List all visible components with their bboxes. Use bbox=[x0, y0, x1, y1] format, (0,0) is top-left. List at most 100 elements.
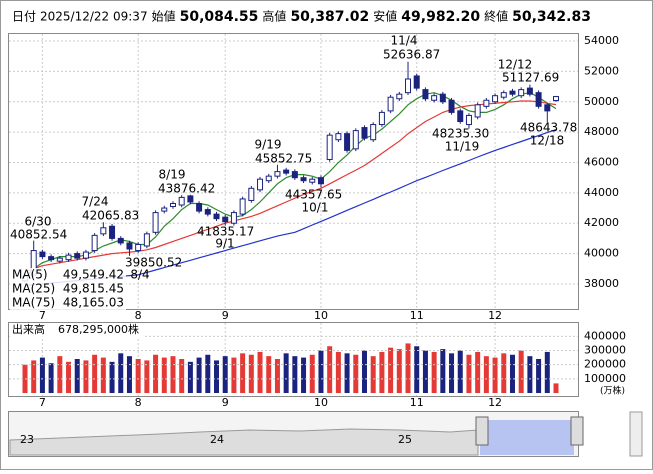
annotation-price: 48643.78 bbox=[520, 121, 577, 135]
candle-body bbox=[317, 177, 324, 185]
navigator-area bbox=[9, 428, 479, 456]
x-tick-label: 9 bbox=[222, 396, 229, 409]
y-tick-label: 42000 bbox=[584, 216, 619, 229]
volume-bar bbox=[257, 351, 263, 393]
annotation-price: 48235.30 bbox=[432, 127, 489, 141]
navigator-label: 24 bbox=[210, 433, 224, 446]
volume-bar bbox=[135, 359, 141, 393]
volume-bar bbox=[309, 354, 315, 393]
annotation-date: 9/19 bbox=[255, 138, 282, 152]
volume-bar bbox=[283, 353, 289, 393]
candle-body bbox=[352, 130, 359, 150]
candle-body bbox=[74, 253, 81, 259]
volume-bar bbox=[344, 353, 350, 393]
y-tick-label: 100000 bbox=[584, 372, 626, 385]
volume-bar bbox=[440, 349, 446, 393]
volume-bar bbox=[126, 356, 132, 393]
legend-value: 49,549.42 bbox=[63, 268, 124, 282]
candle-body bbox=[344, 133, 351, 151]
volume-bar bbox=[405, 343, 411, 393]
candle-body bbox=[326, 134, 333, 160]
volume-bar bbox=[187, 361, 193, 393]
volume-bar bbox=[248, 354, 254, 393]
volume-bar bbox=[536, 359, 542, 393]
x-tick-label: 9 bbox=[222, 309, 229, 322]
annotation-date: 9/1 bbox=[215, 237, 234, 251]
volume-bar bbox=[57, 356, 63, 393]
navigator-label: 23 bbox=[20, 433, 34, 446]
x-tick-label: 8 bbox=[135, 396, 142, 409]
x-tick-label: 12 bbox=[488, 396, 502, 409]
y-tick-label: 200000 bbox=[584, 358, 626, 371]
y-tick-label: 40000 bbox=[584, 247, 619, 260]
candle-body bbox=[439, 93, 446, 103]
y-tick-label: 52000 bbox=[584, 64, 619, 77]
y-tick-label: 300000 bbox=[584, 344, 626, 357]
range-handle-right[interactable] bbox=[570, 416, 584, 446]
volume-title-bg bbox=[10, 323, 144, 337]
annotation-date: 8/4 bbox=[130, 268, 149, 282]
volume-bar bbox=[518, 350, 524, 393]
candle-body bbox=[500, 92, 507, 98]
header-low: 49,982.20 bbox=[401, 9, 480, 25]
candle-body bbox=[39, 251, 46, 258]
volume-total: 678,295,000株 bbox=[58, 322, 139, 336]
volume-bar bbox=[153, 354, 159, 393]
annotation-date: 11/4 bbox=[391, 34, 418, 48]
candle-body bbox=[65, 254, 72, 261]
range-handle-left[interactable] bbox=[475, 416, 489, 446]
candle-body bbox=[283, 169, 290, 174]
volume-bar bbox=[527, 356, 533, 393]
volume-unit: (万株) bbox=[600, 385, 625, 397]
annotation-date: 8/19 bbox=[159, 168, 186, 182]
volume-bar bbox=[161, 357, 167, 393]
volume-bar bbox=[466, 354, 472, 393]
candle-body bbox=[230, 212, 237, 224]
volume-bar bbox=[327, 346, 333, 393]
candle-body bbox=[169, 202, 176, 208]
volume-bar bbox=[39, 357, 45, 393]
volume-bar bbox=[361, 350, 367, 393]
candle-body bbox=[300, 177, 307, 182]
volume-bar bbox=[240, 353, 246, 393]
scroll-button[interactable] bbox=[629, 411, 643, 457]
volume-bar bbox=[66, 361, 72, 393]
candle-body bbox=[509, 90, 516, 95]
candle-body bbox=[309, 178, 316, 183]
annotation-date: 7/24 bbox=[82, 195, 109, 209]
header-low-label: 安値 bbox=[373, 9, 397, 24]
candle-body bbox=[387, 96, 394, 112]
annotation-date: 12/18 bbox=[530, 134, 565, 148]
annotation-date: 12/12 bbox=[498, 58, 533, 72]
volume-bar bbox=[31, 360, 37, 393]
candle-body bbox=[56, 257, 63, 262]
volume-bar bbox=[379, 351, 385, 393]
candle-body bbox=[178, 196, 185, 206]
y-tick-label: 38000 bbox=[584, 277, 619, 290]
x-tick-label: 11 bbox=[410, 309, 424, 322]
candle-body bbox=[91, 234, 98, 252]
annotation-price: 44357.65 bbox=[285, 188, 342, 202]
volume-bar bbox=[214, 360, 220, 393]
volume-bar bbox=[475, 351, 481, 393]
candle-body bbox=[465, 114, 472, 126]
candle-body bbox=[248, 187, 255, 201]
annotation-date: 6/30 bbox=[25, 215, 52, 229]
ma-line bbox=[24, 100, 557, 273]
volume-bar bbox=[457, 350, 463, 393]
volume-bar bbox=[370, 356, 376, 393]
header-high: 50,387.02 bbox=[290, 9, 369, 25]
legend-name: MA(5) bbox=[12, 268, 48, 282]
candle-body bbox=[222, 216, 229, 223]
candle-body bbox=[448, 99, 455, 113]
volume-bar bbox=[422, 350, 428, 393]
volume-bar bbox=[48, 363, 54, 393]
volume-bar bbox=[266, 356, 272, 393]
volume-bar bbox=[396, 349, 402, 393]
candle-body bbox=[82, 251, 89, 259]
candle-body bbox=[196, 202, 203, 212]
candle-body bbox=[257, 178, 264, 191]
volume-bar bbox=[553, 383, 559, 393]
volume-bar bbox=[544, 351, 550, 393]
x-tick-label: 7 bbox=[39, 309, 46, 322]
